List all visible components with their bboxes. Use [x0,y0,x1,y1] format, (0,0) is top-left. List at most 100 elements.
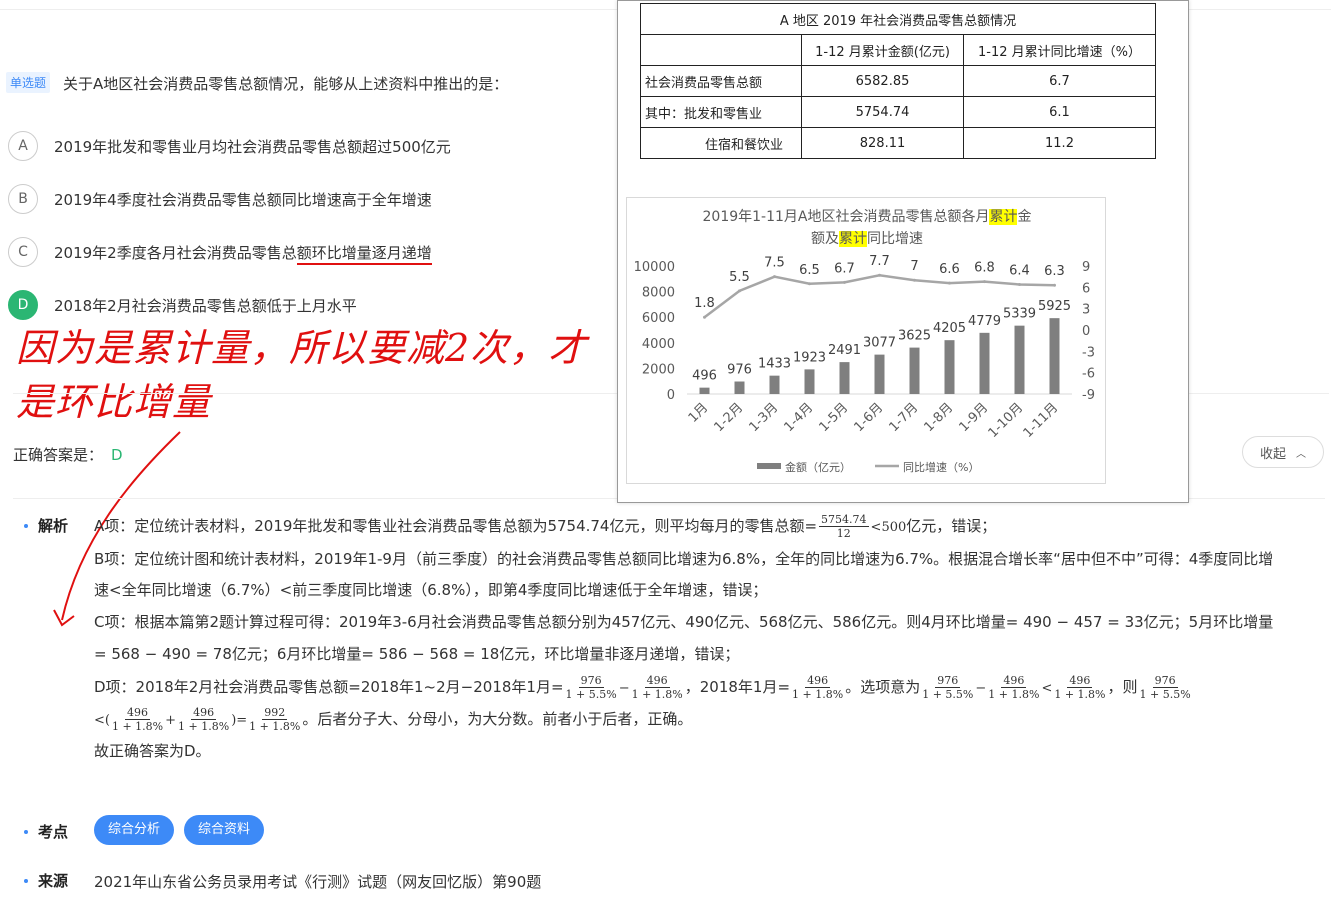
analysis-b-line1: B项：定位统计图和统计表材料，2019年1-9月（前三季度）的社会消费品零售总额… [94,550,1274,568]
y-right-tick-label: -9 [1082,388,1095,403]
bar-data-label: 976 [727,363,752,378]
line-point [913,278,916,282]
y-left-tick-label: 10000 [634,260,675,275]
line-data-label: 6.8 [974,261,995,276]
bar-data-label: 496 [692,369,717,384]
line-data-label: 6.7 [834,261,855,276]
x-tick-label: 1-10月 [986,400,1027,441]
line-data-label: 6.5 [799,263,820,278]
option-c[interactable]: C 2019年2季度各月社会消费品零售总额环比增量逐月递增 [8,236,432,268]
bar [699,387,710,394]
line-data-label: 1.8 [694,296,715,311]
kaodian-label: 考点 [38,823,69,841]
analysis-b-line2: 速<全年同比增速（6.7%）<前三季度同比增速（6.8%），即第4季度同比增速低… [94,581,768,599]
source-dot [24,879,28,883]
bar [1049,318,1060,394]
table-row: 社会消费品零售总额 6582.85 6.7 [640,65,1156,97]
analysis-d-line1: D项：2018年2月社会消费品零售总额=2018年1~2月−2018年1月= 97… [94,674,1191,701]
option-d[interactable]: D 2018年2月社会消费品零售总额低于上月水平 [8,289,357,321]
handwritten-arrow [53,431,181,627]
table-title: A 地区 2019 年社会消费品零售总额情况 [640,3,1156,35]
analysis-a: A项：定位统计表材料，2019年批发和零售业社会消费品零售总额为5754.74亿… [94,513,997,540]
tag-comprehensive-analysis[interactable]: 综合分析 [94,815,175,845]
option-b[interactable]: B 2019年4季度社会消费品零售总额同比增速高于全年增速 [8,183,432,215]
x-tick-label: 1-2月 [712,400,747,435]
bar [979,332,990,394]
tag-comprehensive-data[interactable]: 综合资料 [184,815,265,845]
bar [804,369,815,394]
x-tick-label: 1-4月 [782,400,817,435]
y-left-tick-label: 8000 [642,286,675,301]
y-left-tick-label: 0 [667,388,675,403]
bar [909,347,920,394]
y-left-tick-label: 2000 [642,362,675,377]
line-point [808,282,811,286]
correct-answer: 正确答案是： D [13,446,123,464]
handwritten-note-line1: 因为是累计量，所以要减2次，才 [16,326,588,370]
chart-title: 2019年1-11月A地区社会消费品零售总额各月累计金 额及累计同比增速 [702,209,1032,247]
bar-data-label: 1923 [793,350,826,365]
table-row: 其中：批发和零售业 5754.74 6.1 [640,96,1156,128]
option-a-text: 2019年批发和零售业月均社会消费品零售总额超过500亿元 [54,137,451,156]
kaodian-dot [24,830,28,834]
option-c-text: 2019年2季度各月社会消费品零售总额环比增量逐月递增 [54,242,432,265]
line-data-label: 6.6 [939,262,960,277]
line-point [1053,283,1056,287]
chart-container: 2019年1-11月A地区社会消费品零售总额各月累计金 额及累计同比增速 100… [626,197,1106,484]
question-type-badge: 单选题 [6,72,51,93]
bar-data-label: 1433 [758,357,791,372]
x-tick-label: 1-5月 [817,400,852,435]
line-data-label: 7 [910,259,918,274]
bar-data-label: 2491 [828,343,861,358]
line-point [983,280,986,284]
x-tick-label: 1-7月 [887,400,922,435]
bar-data-label: 3625 [898,329,931,344]
section-divider-right [1189,393,1329,394]
source-label: 来源 [38,872,69,890]
bar-data-label: 4205 [933,321,966,336]
bar-data-label: 3077 [863,336,896,351]
line-data-label: 7.5 [764,256,785,271]
collapse-button[interactable]: 收起 ︿ [1242,436,1324,468]
y-right-tick-label: -6 [1082,367,1095,382]
line-point [948,281,951,285]
option-c-letter: C [8,237,38,267]
option-a-letter: A [8,131,38,161]
y-right-tick-label: 6 [1082,281,1090,296]
stat-table: A 地区 2019 年社会消费品零售总额情况 1-12 月累计金额(亿元) 1-… [640,3,1156,159]
y-right-tick-label: -3 [1082,345,1095,360]
y-left-tick-label: 6000 [642,311,675,326]
legend-bar-swatch [757,463,781,469]
y-right-tick-label: 9 [1082,260,1090,275]
bar-data-label: 4779 [968,314,1001,329]
table-row: 住宿和餐饮业 828.11 11.2 [640,127,1156,159]
bar [1014,325,1025,394]
line-data-label: 5.5 [729,270,750,285]
analysis-c-line2: = 568 − 490 = 78亿元；6月环比增量= 586 − 568 = 1… [94,645,740,663]
option-d-text: 2018年2月社会消费品零售总额低于上月水平 [54,296,357,315]
line-point [703,315,706,319]
x-tick-label: 1月 [686,400,712,426]
x-tick-label: 1-6月 [852,400,887,435]
analysis-conclusion: 故正确答案为D。 [94,742,211,760]
option-d-letter: D [8,290,38,320]
option-b-text: 2019年4季度社会消费品零售总额同比增速高于全年增速 [54,190,432,209]
bar [944,340,955,394]
chart-svg: 10000 8000 6000 4000 2000 0 9 6 3 0 -3 -6 -9 496 976 14… [634,254,1095,474]
analysis-dot [24,524,28,528]
bar [734,381,745,394]
line-point [1018,282,1021,286]
bar [769,375,780,394]
source-text: 2021年山东省公务员录用考试《行测》试题（网友回忆版）第90题 [94,873,542,891]
section-divider [13,393,617,394]
table-header-col1: 1-12 月累计金额(亿元) [801,34,964,66]
analysis-label: 解析 [38,517,69,535]
option-c-underlined: 额环比增量逐月递增 [296,243,432,265]
bar-data-label: 5339 [1003,307,1036,322]
option-a[interactable]: A 2019年批发和零售业月均社会消费品零售总额超过500亿元 [8,130,451,162]
legend-bar-label: 金额（亿元） [785,460,851,474]
x-tick-label: 1-8月 [922,400,957,435]
line-data-label: 6.3 [1044,264,1065,279]
line-data-label: 6.4 [1009,263,1030,278]
material-popup: A 地区 2019 年社会消费品零售总额情况 1-12 月累计金额(亿元) 1-… [617,0,1189,503]
